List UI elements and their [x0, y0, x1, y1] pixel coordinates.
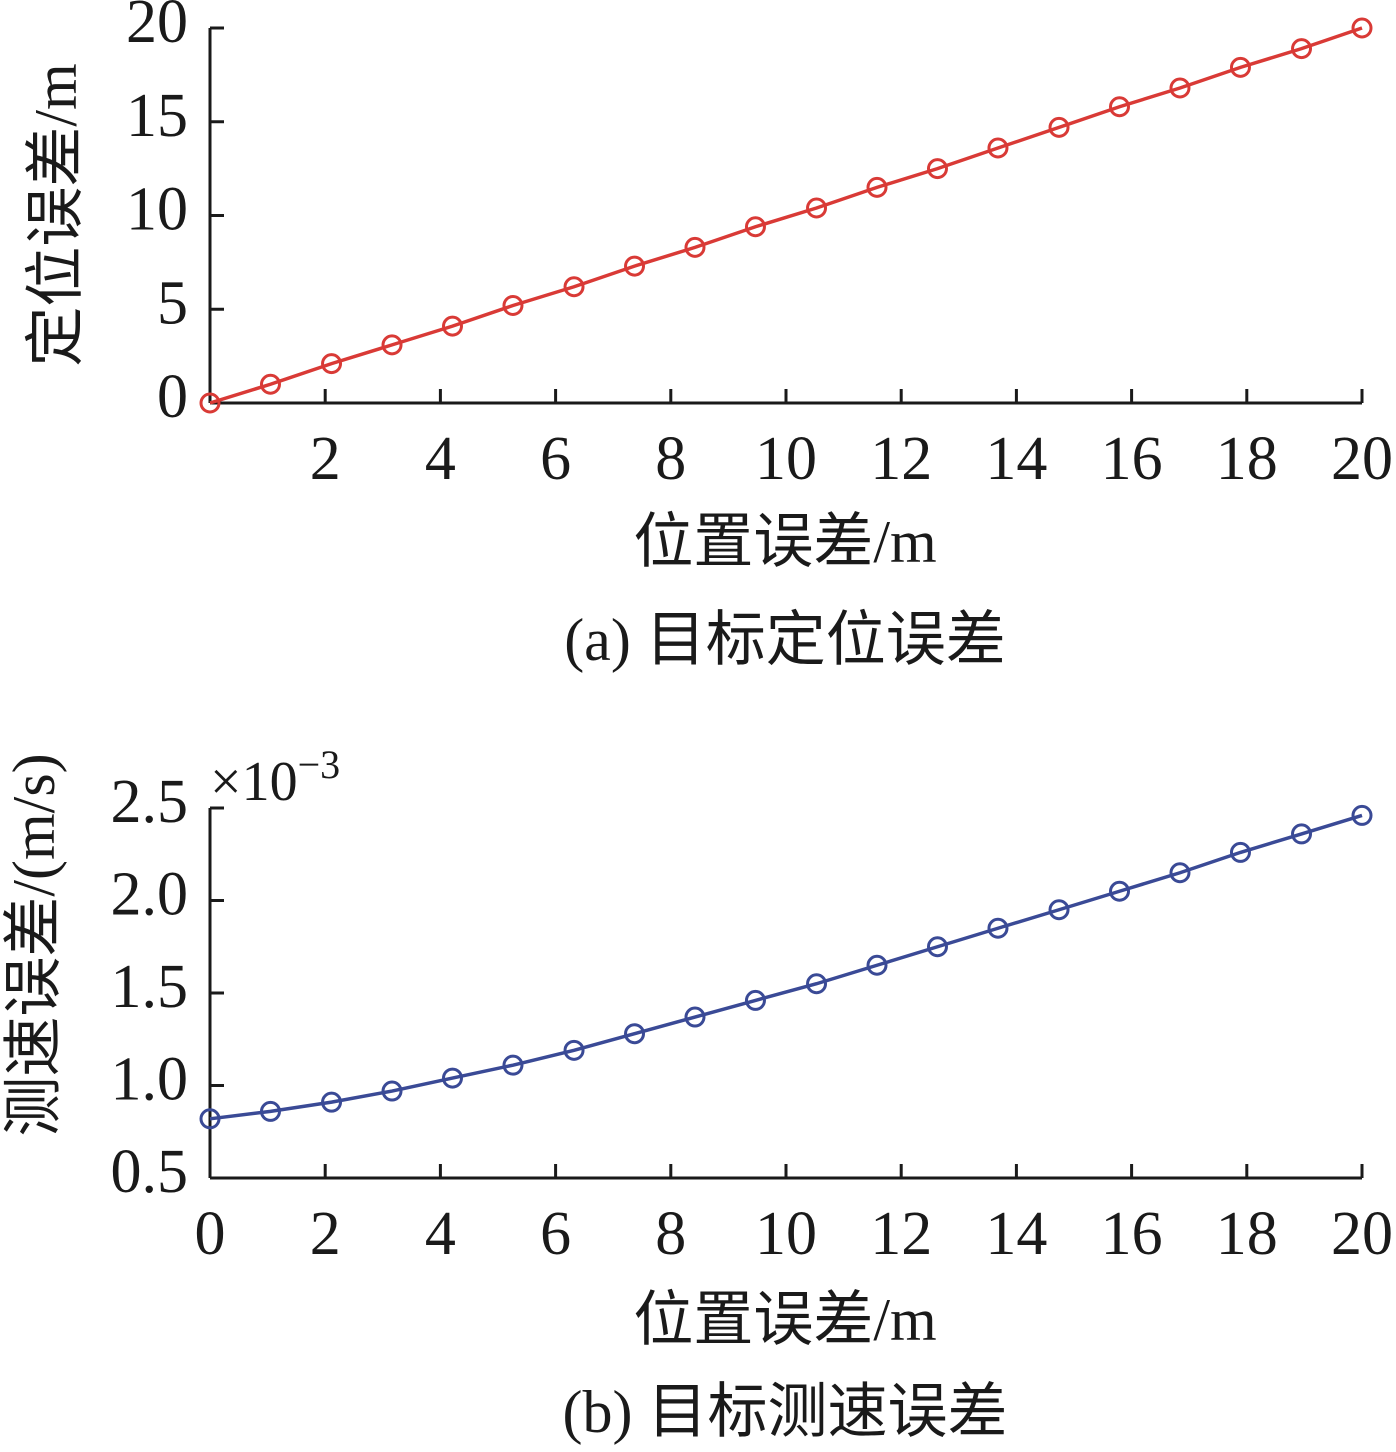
panel-a-data-point [563, 276, 585, 298]
panel-a-data-point [1229, 56, 1251, 78]
panel-a-data-point [199, 392, 221, 414]
panel-b-x-tick-label: 6 [540, 1200, 571, 1268]
panel-a-data-point [381, 334, 403, 356]
panel-b-data-point [744, 989, 766, 1011]
panel-b-x-axis-label: 位置误差/m [633, 1287, 936, 1353]
panel-b-caption: (b) 目标测速误差 [563, 1379, 1008, 1445]
panel-a-data-point [806, 197, 828, 219]
panel-b-data-point [1169, 862, 1191, 884]
panel-a-x-tick-label: 10 [755, 425, 817, 493]
panel-a-x-tick-label: 14 [985, 425, 1047, 493]
panel-b-exponent-base: ×10 [210, 751, 298, 813]
panel-a-data-point [926, 158, 948, 180]
panel-b-y-tick-label: 2.5 [111, 768, 189, 836]
panel-b-x-tick-label: 20 [1331, 1200, 1393, 1268]
panel-b-data-point [502, 1054, 524, 1076]
panel-a-y-axis-label: 定位误差/m [23, 63, 89, 366]
panel-b-x-tick-label: 4 [425, 1200, 456, 1268]
panel-a-series-line [209, 26, 1363, 405]
panel-a-caption: (a) 目标定位误差 [564, 607, 1006, 673]
panel-a-data-point [744, 216, 766, 238]
panel-a-y-tick-label: 20 [126, 0, 188, 56]
panel-b-data-point [381, 1080, 403, 1102]
panel-b-x-tick-label: 14 [985, 1200, 1047, 1268]
panel-a-y-tick-label: 5 [157, 269, 188, 337]
panel-b-x-tick-label: 12 [870, 1200, 932, 1268]
panel-a-data-point [321, 353, 343, 375]
panel-b-exponent-label: ×10−3 [210, 742, 340, 813]
panel-b-x-tick-label: 2 [310, 1200, 341, 1268]
panel-a-x-tick-label: 12 [870, 425, 932, 493]
panel-b-data-point [806, 973, 828, 995]
panel-a-data-point [1291, 38, 1313, 60]
panel-a-data-point [1048, 116, 1070, 138]
panel-a-x-tick-label: 6 [540, 425, 571, 493]
panel-a-data-point [259, 373, 281, 395]
panel-b-y-tick-label: 0.5 [111, 1138, 189, 1206]
panel-a-data-point [1351, 17, 1373, 39]
panel-b-data-point [563, 1039, 585, 1061]
panel-b-data-point [1048, 899, 1070, 921]
panel-b-y-tick-label: 1.0 [111, 1046, 189, 1114]
panel-b-data-point [259, 1100, 281, 1122]
panel-b-data-point [926, 936, 948, 958]
panel-a-x-tick-label: 2 [310, 425, 341, 493]
panel-a-x-axis-label: 位置误差/m [633, 509, 936, 575]
panel-b-y-axis-label: 测速误差/(m/s) [1, 753, 67, 1136]
panel-a-y-tick-label: 0 [157, 363, 188, 431]
panel-b-x-tick-label: 16 [1101, 1200, 1163, 1268]
panel-b-x-tick-label: 10 [755, 1200, 817, 1268]
panel-a-y-tick-label: 10 [126, 176, 188, 244]
panel-a-data-point [1109, 96, 1131, 118]
panel-b-data-point [321, 1091, 343, 1113]
panel-a-data-point [502, 295, 524, 316]
panel-a-x-tick-label: 20 [1331, 425, 1393, 493]
panel-b-x-tick-label: 18 [1216, 1200, 1278, 1268]
panel-b-series-line [209, 813, 1363, 1121]
panel-b-data-point [1229, 841, 1251, 863]
panel-b-exponent-power: −3 [298, 742, 341, 787]
panel-b-data-point [1351, 804, 1373, 826]
panel-a-data-point [441, 315, 463, 337]
panel-a-x-tick-label: 18 [1216, 425, 1278, 493]
panel-b-data-point [624, 1023, 646, 1045]
panel-b-data-point [866, 954, 888, 976]
panel-b-data-point [1291, 823, 1313, 845]
panel-a-data-point [866, 176, 888, 198]
panel-a-x-tick-label: 4 [425, 425, 456, 493]
panel-b-x-tick-label: 8 [655, 1200, 686, 1268]
panel-a-y-tick-label: 15 [126, 82, 188, 150]
panel-a-x-tick-label: 8 [655, 425, 686, 493]
panel-a-x-tick-label: 16 [1101, 425, 1163, 493]
panel-b-data-point [684, 1006, 706, 1028]
panel-a-chart: 定位误差/m 位置误差/m (a) 目标定位误差 2 4 6 8 10 12 14 16 18 2… [23, 0, 1393, 673]
panel-b-data-point [441, 1067, 463, 1089]
panel-b-x-tick-label: 0 [195, 1200, 226, 1268]
panel-a-data-point [624, 255, 646, 277]
panel-b-chart: ×10−3 测速误差/(m/s) 位置误差/m (b) 目标测速误差 0 2 4 6 8… [1, 742, 1393, 1445]
panel-a-data-point [684, 236, 706, 258]
panel-b-data-point [199, 1108, 221, 1130]
panel-a-data-point [987, 137, 1009, 159]
panel-a-data-point [1169, 77, 1191, 99]
panel-b-data-point [987, 917, 1009, 939]
panel-b-y-tick-label: 2.0 [111, 861, 189, 929]
panel-b-data-point [1109, 880, 1131, 902]
panel-b-y-tick-label: 1.5 [111, 953, 189, 1021]
